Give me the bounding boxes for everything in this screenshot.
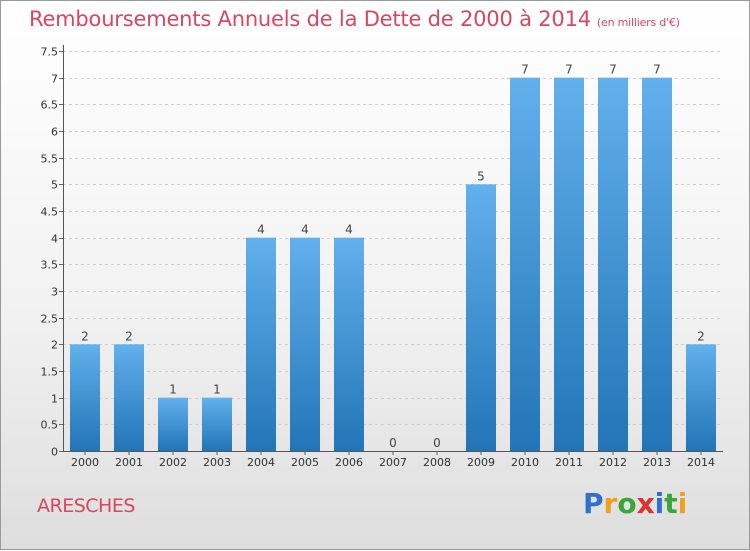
y-tick-label: 2 (51, 339, 58, 352)
data-label: 2 (81, 329, 89, 343)
y-tick-label: 3 (51, 286, 58, 299)
chart-title-text: Remboursements Annuels de la Dette de 20… (29, 7, 591, 31)
y-tick-label: 6 (51, 126, 58, 139)
data-label: 5 (477, 169, 485, 183)
data-label: 7 (653, 63, 661, 77)
x-tick-label: 2002 (159, 456, 187, 469)
logo-letter: P (583, 487, 604, 520)
data-label: 1 (213, 383, 221, 397)
data-label: 7 (609, 63, 617, 77)
x-tick-label: 2010 (511, 456, 539, 469)
y-tick-label: 4 (51, 233, 58, 246)
data-label: 0 (433, 436, 441, 450)
data-label: 4 (345, 223, 353, 237)
y-tick-label: 4.5 (41, 206, 59, 219)
x-tick-label: 2004 (247, 456, 275, 469)
bar (202, 397, 232, 451)
bar (70, 344, 100, 451)
bar (686, 344, 716, 451)
x-tick-label: 2000 (71, 456, 99, 469)
x-tick-label: 2007 (379, 456, 407, 469)
data-label: 7 (521, 63, 529, 77)
proxiti-logo: Proxiti (583, 487, 687, 520)
logo-letter: o (617, 487, 637, 520)
x-tick-label: 2005 (291, 456, 319, 469)
bar (158, 397, 188, 451)
y-tick-label: 0.5 (41, 419, 59, 432)
chart-title-unit: (en milliers d'€) (596, 16, 680, 29)
y-tick-label: 0 (51, 446, 58, 459)
bar (642, 77, 672, 452)
bar (114, 344, 144, 451)
bar (598, 77, 628, 452)
x-tick-label: 2012 (599, 456, 627, 469)
x-tick-label: 2006 (335, 456, 363, 469)
y-tick-label: 3.5 (41, 259, 59, 272)
data-label: 1 (169, 383, 177, 397)
logo-letter: t (664, 487, 678, 520)
y-tick-label: 1.5 (41, 366, 59, 379)
bar (466, 184, 496, 452)
logo-letter: x (636, 487, 655, 520)
y-tick-label: 7 (51, 73, 58, 86)
data-label: 4 (257, 223, 265, 237)
bar (554, 77, 584, 452)
x-tick-label: 2011 (555, 456, 583, 469)
x-tick-label: 2003 (203, 456, 231, 469)
data-label: 4 (301, 223, 309, 237)
bar (334, 237, 364, 451)
y-tick-label: 5.5 (41, 153, 59, 166)
logo-letter: i (677, 487, 688, 520)
data-label: 0 (389, 436, 397, 450)
x-tick-label: 2014 (687, 456, 715, 469)
x-tick-label: 2013 (643, 456, 671, 469)
data-label: 2 (125, 329, 133, 343)
chart-title: Remboursements Annuels de la Dette de 20… (29, 7, 680, 31)
y-tick-label: 7.5 (41, 46, 59, 59)
data-label: 7 (565, 63, 573, 77)
data-label: 2 (697, 329, 705, 343)
bar (290, 237, 320, 451)
y-tick-label: 5 (51, 179, 58, 192)
x-tick-label: 2001 (115, 456, 143, 469)
y-tick-label: 2.5 (41, 313, 59, 326)
logo-letter: r (603, 487, 618, 520)
x-tick-label: 2008 (423, 456, 451, 469)
logo-letter: i (654, 487, 665, 520)
bar (246, 237, 276, 451)
bar (510, 77, 540, 452)
y-tick-label: 1 (51, 393, 58, 406)
place-name: ARESCHES (37, 495, 135, 517)
y-tick-label: 6.5 (41, 99, 59, 112)
x-tick-label: 2009 (467, 456, 495, 469)
